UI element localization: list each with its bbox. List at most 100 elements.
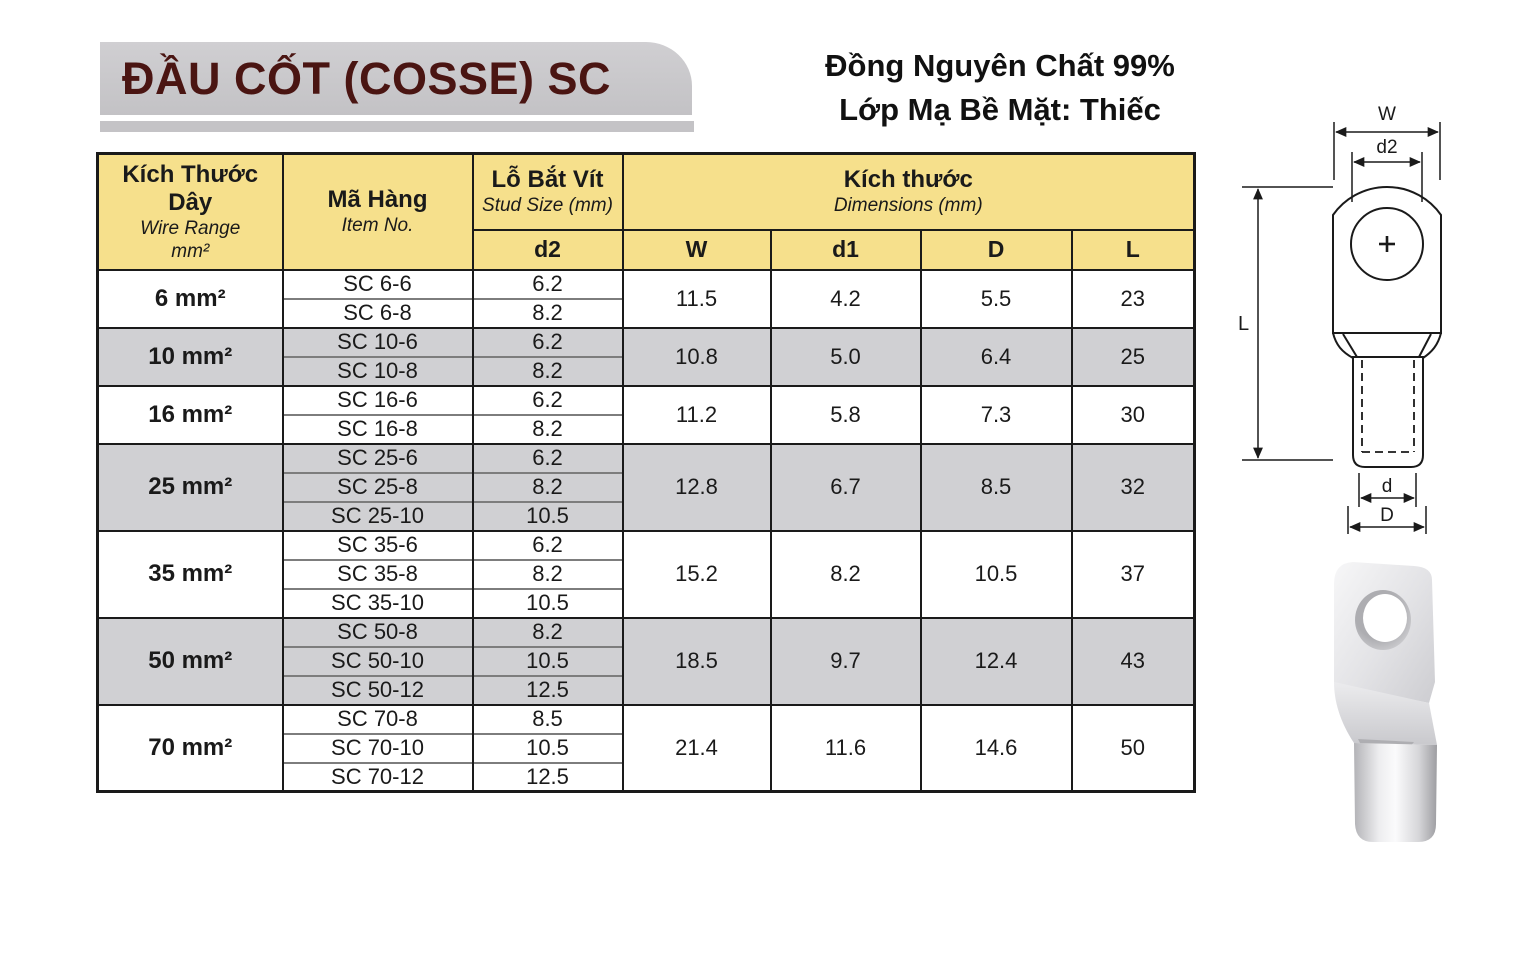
header-item-no-en: Item No. (341, 215, 414, 237)
stud-size-cell: 12.5 (471, 761, 624, 792)
header-dim-l: L (1070, 228, 1196, 271)
technical-drawing: W d2 L d D (1238, 104, 1442, 534)
dim-d1-cell: 5.0 (769, 326, 922, 386)
dim-d-cell: 12.4 (919, 616, 1073, 705)
title-banner: ĐẦU CỐT (COSSE) SC (100, 42, 692, 115)
material-description: Đồng Nguyên Chất 99% Lớp Mạ Bề Mặt: Thiế… (780, 44, 1220, 132)
table-row: SC 6-8 8.2 (98, 297, 1195, 328)
dim-d-cell: 5.5 (919, 268, 1073, 328)
dim-w-cell: 21.4 (621, 703, 772, 792)
item-code-cell: SC 10-8 (281, 355, 474, 386)
header-row-main: Kích Thước Dây Wire Range mm² Mã Hàng It… (96, 152, 1196, 271)
table-row: 6 mm² SC 6-6 6.2 11.5 4.2 5.5 23 (96, 268, 1196, 328)
table-row: 16 mm² SC 16-6 6.2 11.2 5.8 7.3 30 (96, 384, 1196, 444)
banner-shadow-bar (100, 121, 694, 132)
header-dimensions-en: Dimensions (mm) (833, 195, 983, 217)
wire-range-cell: 25 mm² (96, 442, 284, 531)
stud-size-cell: 10.5 (471, 645, 624, 676)
header-stud-size-en: Stud Size (mm) (482, 195, 613, 217)
dim-d1-cell: 8.2 (769, 529, 922, 618)
item-code-cell: SC 50-12 (281, 674, 474, 705)
item-code-cell: SC 16-8 (281, 413, 474, 444)
wire-range-cell: 10 mm² (96, 326, 284, 386)
table-row: 35 mm² SC 35-6 6.2 15.2 8.2 10.5 37 (96, 529, 1196, 618)
dim-label-d: d (1382, 476, 1393, 497)
item-code-cell: SC 6-8 (281, 297, 474, 328)
dim-d-cell: 6.4 (919, 326, 1073, 386)
item-code-cell: SC 6-6 (281, 268, 474, 299)
header-dimensions: Kích thước Dimensions (mm) (621, 152, 1196, 231)
item-code-cell: SC 25-10 (281, 500, 474, 531)
stud-size-cell: 10.5 (471, 732, 624, 763)
dim-d2 (1351, 152, 1423, 202)
dim-d-cell: 14.6 (919, 703, 1073, 792)
dim-d-cell: 10.5 (919, 529, 1073, 618)
dim-w (1333, 122, 1441, 180)
table-row: 10 mm² SC 10-6 6.2 10.8 5.0 6.4 25 (96, 326, 1196, 386)
header-dimensions-vi: Kích thước (843, 166, 973, 194)
header-dim-d1: d1 (769, 228, 922, 271)
table-row: 70 mm² SC 70-8 8.5 21.4 11.6 14.6 50 (96, 703, 1196, 792)
stud-size-cell: 6.2 (471, 268, 624, 299)
dim-label-d2: d2 (1376, 137, 1397, 158)
item-code-cell: SC 25-8 (281, 471, 474, 502)
header-stud-size-vi: Lỗ Bắt Vít (491, 166, 604, 194)
dim-l-cell: 23 (1070, 268, 1196, 328)
item-code-cell: SC 35-6 (281, 529, 474, 560)
item-code-cell: SC 50-10 (281, 645, 474, 676)
dim-w-cell: 15.2 (621, 529, 772, 618)
table-row: SC 25-10 10.5 (98, 500, 1195, 531)
header-item-no-vi: Mã Hàng (327, 186, 428, 214)
item-code-cell: SC 35-10 (281, 587, 474, 618)
dim-l-cell: 50 (1070, 703, 1196, 792)
dim-l-cell: 43 (1070, 616, 1196, 705)
inner-bore-dashed (1361, 360, 1415, 453)
dim-label-dd: D (1380, 505, 1394, 526)
table-row: SC 70-10 10.5 (98, 732, 1195, 763)
dim-d-cell: 8.5 (919, 442, 1073, 531)
wire-range-cell: 16 mm² (96, 384, 284, 444)
dim-d1-cell: 6.7 (769, 442, 922, 531)
stud-size-cell: 8.5 (471, 703, 624, 734)
item-code-cell: SC 10-6 (281, 326, 474, 357)
dim-l-cell: 30 (1070, 384, 1196, 444)
stud-hole (1350, 207, 1424, 281)
stud-size-cell: 12.5 (471, 674, 624, 705)
material-line-2: Lớp Mạ Bề Mặt: Thiếc (839, 92, 1161, 127)
dim-d1-cell: 5.8 (769, 384, 922, 444)
photo-hole (1363, 594, 1407, 642)
stud-size-cell: 10.5 (471, 587, 624, 618)
hole-center-mark (1379, 236, 1395, 252)
table-row: 50 mm² SC 50-8 8.2 18.5 9.7 12.4 43 (96, 616, 1196, 705)
stud-size-cell: 8.2 (471, 355, 624, 386)
stud-size-cell: 8.2 (471, 471, 624, 502)
stud-size-cell: 8.2 (471, 558, 624, 589)
dim-l (1242, 186, 1333, 461)
stud-size-cell: 8.2 (471, 413, 624, 444)
item-code-cell: SC 70-8 (281, 703, 474, 734)
dim-w-cell: 11.5 (621, 268, 772, 328)
header-row-sub: d2 W d1 D L (98, 228, 1196, 271)
header-wire-range-en: Wire Range (140, 217, 241, 239)
dim-l-cell: 37 (1070, 529, 1196, 618)
item-code-cell: SC 50-8 (281, 616, 474, 647)
dim-label-w: W (1378, 104, 1396, 125)
table-row: SC 70-12 12.5 (98, 761, 1195, 792)
photo-barrel (1354, 743, 1437, 842)
dim-w-cell: 11.2 (621, 384, 772, 444)
dim-label-l: L (1238, 313, 1249, 335)
dim-dd (1347, 506, 1427, 534)
stud-size-cell: 6.2 (471, 384, 624, 415)
wire-range-cell: 70 mm² (96, 703, 284, 792)
dim-d1-cell: 4.2 (769, 268, 922, 328)
dim-w-cell: 18.5 (621, 616, 772, 705)
dim-l-cell: 32 (1070, 442, 1196, 531)
table-row: SC 35-8 8.2 (98, 558, 1195, 589)
wire-range-cell: 6 mm² (96, 268, 284, 328)
product-photo (1334, 562, 1437, 842)
spec-table-body: 6 mm² SC 6-6 6.2 11.5 4.2 5.5 23 SC 6-8 8.2 10 mm… (96, 268, 1196, 792)
dim-d-cell: 7.3 (919, 384, 1073, 444)
stud-size-cell: 6.2 (471, 442, 624, 473)
material-line-1: Đồng Nguyên Chất 99% (825, 48, 1175, 83)
dim-l-cell: 25 (1070, 326, 1196, 386)
